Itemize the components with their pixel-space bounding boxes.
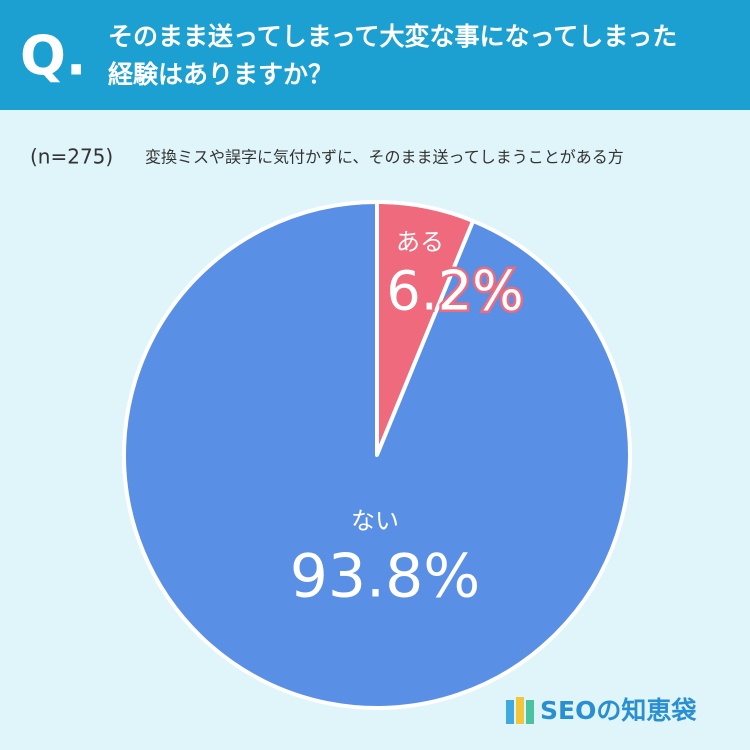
- header: [0, 0, 750, 110]
- category-label: ない: [351, 507, 399, 535]
- brand: SEOの知恵袋: [540, 696, 697, 725]
- value-label: 6.2%: [386, 260, 523, 323]
- title-line: そのまま送ってしまって大変な事になってしまった: [108, 22, 677, 51]
- sample-size: (n=275): [30, 145, 113, 169]
- category-label: ある: [396, 228, 444, 256]
- subtitle: 変換ミスや誤字に気付かずに、そのまま送ってしまうことがある方: [145, 148, 624, 167]
- pie-slice: [122, 200, 632, 710]
- brand-logo: [506, 697, 534, 724]
- badge: Q.: [20, 25, 86, 88]
- title-line: 経験はありますか？: [108, 60, 333, 89]
- value-label: 93.8%: [290, 542, 481, 612]
